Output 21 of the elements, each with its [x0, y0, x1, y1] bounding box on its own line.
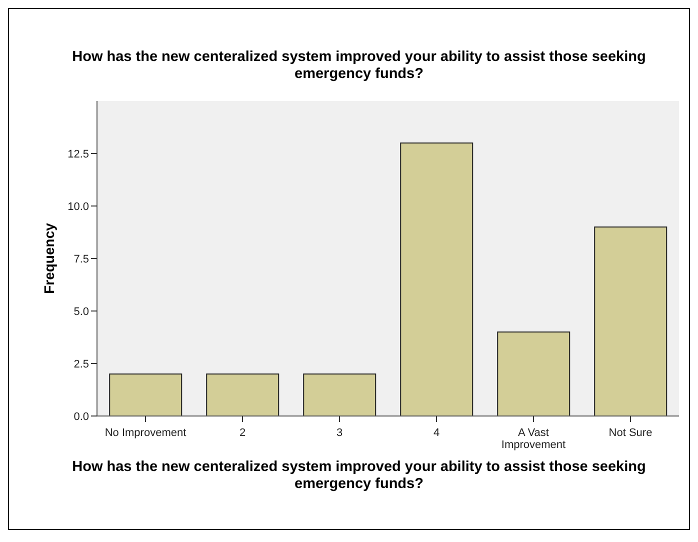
y-axis-title: Frequency [40, 222, 57, 294]
bar [109, 374, 182, 416]
x-tick-label: 4 [433, 427, 440, 439]
y-tick-label: 5.0 [74, 306, 89, 318]
y-tick-label: 2.5 [74, 358, 89, 370]
y-tick-label: 7.5 [74, 253, 89, 266]
x-tick-label: 2 [239, 427, 246, 439]
x-tick-label: No Improvement [104, 427, 186, 439]
x-axis-title: How has the new centeralized system improved your ability to assist those seeking emergency funds? [71, 459, 647, 493]
bar [303, 374, 376, 416]
bar [497, 332, 570, 416]
bar [400, 142, 474, 416]
chart-title: How has the new centeralized system improved your ability to assist those seeking emergency funds? [71, 49, 647, 83]
x-tick-label: Not Sure [608, 427, 652, 439]
bar [206, 374, 280, 416]
x-tick-label: 3 [336, 427, 343, 439]
y-tick-label: 10.0 [68, 200, 89, 213]
y-tick-label: 12.5 [68, 148, 89, 160]
y-tick-label: 0.0 [74, 410, 89, 423]
x-tick-label: A Vast Improvement [501, 427, 566, 451]
bar [594, 226, 668, 416]
